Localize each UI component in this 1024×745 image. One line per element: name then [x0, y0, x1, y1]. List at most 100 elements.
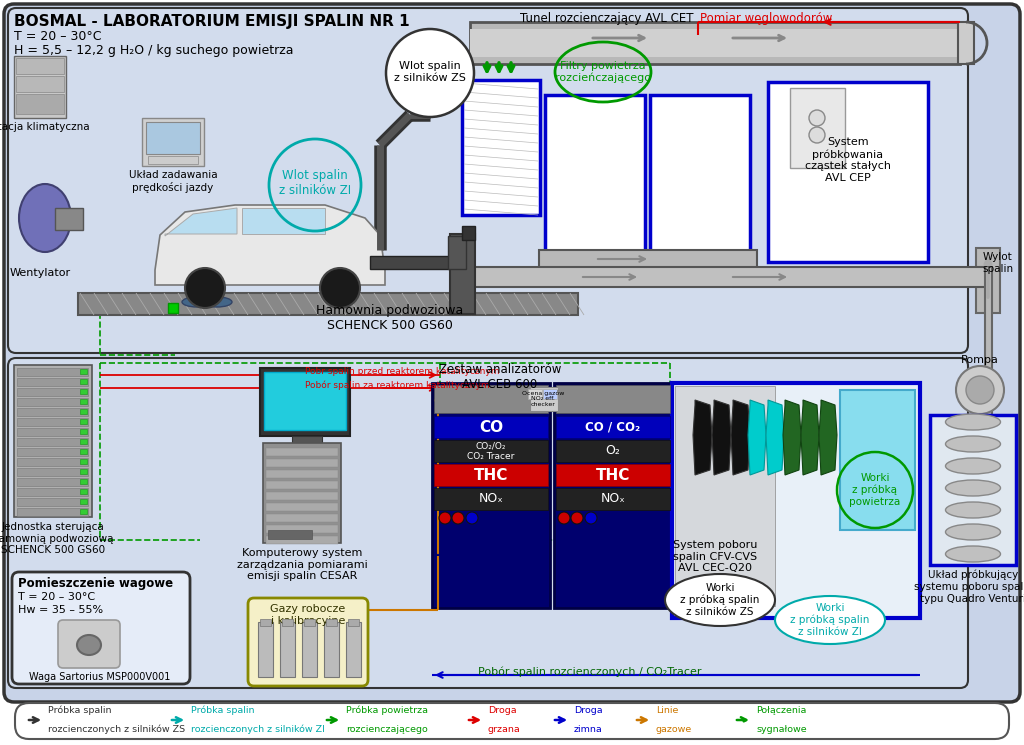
Circle shape: [386, 29, 474, 117]
Bar: [370, 256, 460, 269]
Bar: [17, 398, 88, 406]
Bar: [17, 458, 88, 466]
Bar: [292, 436, 322, 443]
Text: BOSMAL - LABORATORIUM EMISJI SPALIN NR 1: BOSMAL - LABORATORIUM EMISJI SPALIN NR 1: [14, 14, 410, 29]
Bar: [17, 438, 88, 446]
Text: Pomieszczenie wagowe: Pomieszczenie wagowe: [18, 577, 173, 590]
Bar: [17, 488, 88, 496]
FancyBboxPatch shape: [4, 4, 1020, 702]
FancyBboxPatch shape: [8, 358, 968, 688]
Bar: [14, 365, 92, 517]
Text: Układ zadawania
prędkości jazdy: Układ zadawania prędkości jazdy: [129, 170, 217, 193]
Text: Droga: Droga: [488, 706, 517, 715]
Circle shape: [571, 512, 583, 524]
Circle shape: [956, 366, 1004, 414]
Bar: [258, 622, 273, 677]
Bar: [17, 378, 88, 386]
Bar: [280, 622, 295, 677]
Bar: [168, 303, 178, 313]
Bar: [282, 619, 293, 626]
Bar: [17, 408, 88, 416]
Text: Tunel rozcienczający AVL CET: Tunel rozcienczający AVL CET: [520, 12, 693, 25]
Bar: [556, 488, 670, 510]
Bar: [266, 536, 338, 544]
Ellipse shape: [775, 596, 885, 644]
Bar: [14, 56, 66, 118]
Bar: [80, 399, 87, 404]
Text: Hamownia podwoziowa
SCHENCK 500 GS60: Hamownia podwoziowa SCHENCK 500 GS60: [316, 304, 464, 332]
Bar: [346, 622, 361, 677]
Bar: [976, 248, 1000, 313]
Text: rozcienczającego: rozcienczającego: [346, 725, 428, 734]
Bar: [930, 415, 1016, 565]
Text: System poboru
spalin CFV-CVS
AVL CEC-Q20: System poboru spalin CFV-CVS AVL CEC-Q20: [673, 540, 757, 573]
Text: Wentylator: Wentylator: [9, 268, 71, 278]
Bar: [80, 499, 87, 504]
Bar: [260, 619, 271, 626]
Text: System
próbkowania
cząstek stałych
AVL CEP: System próbkowania cząstek stałych AVL C…: [805, 137, 891, 183]
Text: Wlot spalin
z silników ZS: Wlot spalin z silników ZS: [394, 61, 466, 83]
Circle shape: [809, 127, 825, 143]
Bar: [326, 619, 337, 626]
Text: Pobr spalin przed reaktorem katalitycznym: Pobr spalin przed reaktorem katalityczny…: [305, 367, 500, 376]
Bar: [16, 76, 63, 92]
Text: gazowe: gazowe: [656, 725, 692, 734]
Bar: [434, 416, 548, 438]
Text: Worki
z próbką spalin
z silników ZS: Worki z próbką spalin z silników ZS: [680, 583, 760, 617]
Ellipse shape: [945, 546, 1000, 562]
Bar: [16, 94, 63, 114]
Polygon shape: [731, 400, 750, 475]
Bar: [260, 368, 350, 436]
Bar: [556, 440, 670, 462]
Polygon shape: [748, 400, 766, 475]
Text: Stacja klimatyczna: Stacja klimatyczna: [0, 122, 89, 132]
Bar: [17, 428, 88, 436]
Text: O₂: O₂: [605, 445, 621, 457]
Bar: [142, 118, 204, 166]
FancyBboxPatch shape: [15, 703, 1009, 739]
Bar: [266, 525, 338, 533]
Bar: [17, 478, 88, 486]
Bar: [449, 236, 466, 269]
Bar: [80, 369, 87, 374]
Bar: [80, 439, 87, 444]
Text: Gazy robocze
i kalibracyjne: Gazy robocze i kalibracyjne: [270, 604, 346, 626]
Text: Jednostka sterująca
hamownią podwoziową
SCHENCK 500 GS60: Jednostka sterująca hamownią podwoziową …: [0, 522, 114, 555]
Circle shape: [185, 268, 225, 308]
Text: grzana: grzana: [488, 725, 521, 734]
Bar: [266, 448, 338, 456]
Ellipse shape: [945, 436, 1000, 452]
Bar: [263, 443, 341, 543]
Bar: [148, 156, 198, 164]
Text: rozcienczonych z silników ZS: rozcienczonych z silników ZS: [48, 725, 185, 735]
Ellipse shape: [945, 480, 1000, 496]
Bar: [545, 95, 645, 265]
Bar: [17, 388, 88, 396]
Circle shape: [809, 110, 825, 126]
Bar: [554, 383, 672, 608]
Circle shape: [585, 512, 597, 524]
Text: CO: CO: [479, 419, 503, 434]
Ellipse shape: [77, 635, 101, 655]
Text: T = 20 – 30°C: T = 20 – 30°C: [18, 592, 95, 602]
Bar: [266, 514, 338, 522]
Bar: [80, 469, 87, 474]
FancyBboxPatch shape: [248, 598, 368, 686]
Ellipse shape: [945, 414, 1000, 430]
Text: Układ próbkujący
systemu poboru spalin
typu Quadro Venturi: Układ próbkujący systemu poboru spalin t…: [913, 570, 1024, 603]
Polygon shape: [712, 400, 731, 475]
Text: Połączenia: Połączenia: [756, 706, 806, 715]
Text: Waga Sartorius MSP000V001: Waga Sartorius MSP000V001: [30, 672, 171, 682]
Bar: [462, 80, 540, 215]
Bar: [530, 387, 558, 411]
Bar: [790, 88, 845, 168]
Text: Linie: Linie: [656, 706, 678, 715]
Bar: [985, 267, 992, 537]
Bar: [80, 489, 87, 494]
Text: Worki
z próbką
powietrza: Worki z próbką powietrza: [849, 473, 901, 507]
Bar: [324, 622, 339, 677]
Text: Ocena gazów
NO₂ eff.
checker: Ocena gazów NO₂ eff. checker: [522, 390, 564, 407]
Ellipse shape: [945, 458, 1000, 474]
Text: Pomiar węglowodorów: Pomiar węglowodorów: [700, 12, 833, 25]
Bar: [470, 22, 961, 64]
